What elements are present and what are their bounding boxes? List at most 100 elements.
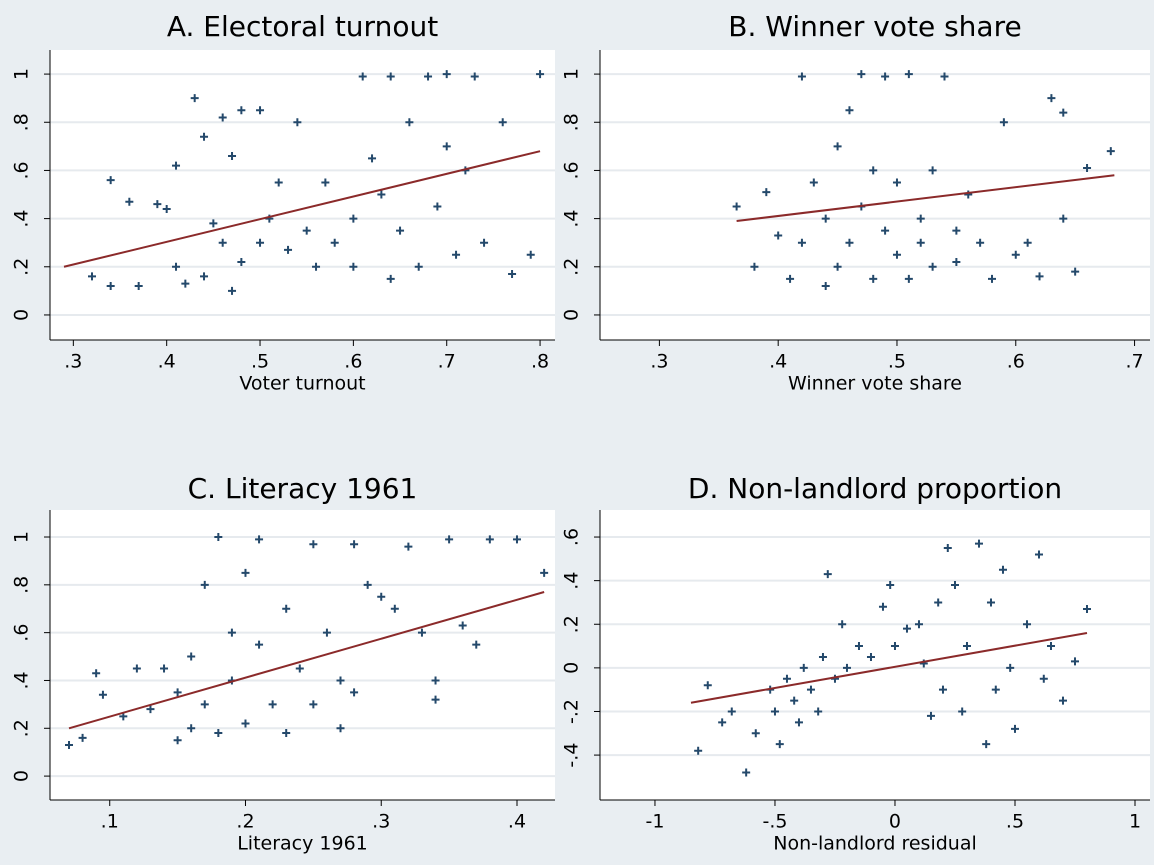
scatter-point [838, 620, 847, 629]
x-tick-label: .5 [888, 351, 906, 373]
x-tick-label: .4 [769, 351, 787, 373]
scatter-point [928, 166, 937, 175]
scatter-point [200, 580, 209, 589]
x-tick-label: -.5 [762, 811, 787, 833]
scatter-point [218, 113, 227, 122]
x-tick-label: -1 [645, 811, 664, 833]
scatter-point [857, 70, 866, 79]
scatter-point [1059, 108, 1068, 117]
y-tick-label: .8 [11, 113, 33, 131]
scatter-point [214, 729, 223, 738]
plot-area [50, 510, 555, 800]
scatter-point [386, 274, 395, 283]
scatter-point [904, 274, 913, 283]
scatter-point [336, 676, 345, 685]
scatter-point [255, 535, 264, 544]
scatter-point [227, 628, 236, 637]
scatter-point [964, 190, 973, 199]
scatter-point [404, 542, 413, 551]
scatter-point [869, 166, 878, 175]
scatter-point [433, 202, 442, 211]
scatter-point [512, 535, 521, 544]
x-tick-label: .7 [1125, 351, 1143, 373]
scatter-point [173, 688, 182, 697]
scatter-point [1011, 250, 1020, 259]
y-tick-label: 1 [11, 531, 33, 543]
x-tick-label: .1 [101, 811, 119, 833]
scatter-point [228, 286, 237, 295]
scatter-point [153, 200, 162, 209]
scatter-point [358, 72, 367, 81]
scatter-point [526, 250, 535, 259]
scatter-point [1071, 267, 1080, 276]
y-tick-label: .4 [11, 210, 33, 228]
scatter-point [718, 718, 727, 727]
scatter-point [431, 695, 440, 704]
y-tick-label: .6 [561, 161, 583, 179]
y-tick-label: .4 [561, 210, 583, 228]
scatter-point [536, 70, 545, 79]
scatter-point [774, 231, 783, 240]
scatter-point [187, 652, 196, 661]
scatter-point [241, 568, 250, 577]
scatter-point [256, 106, 265, 115]
y-tick-label: 1 [11, 68, 33, 80]
scatter-point [940, 72, 949, 81]
scatter-point [445, 535, 454, 544]
scatter-point [902, 624, 911, 633]
scatter-point [1022, 620, 1031, 629]
fit-line [68, 591, 545, 730]
scatter-point [200, 132, 209, 141]
scatter-point [172, 262, 181, 271]
scatter-point [293, 118, 302, 127]
scatter-point [790, 696, 799, 705]
scatter-point [431, 676, 440, 685]
x-tick-label: .5 [1006, 811, 1024, 833]
scatter-point [173, 736, 182, 745]
x-tick-label: .4 [158, 351, 176, 373]
scatter-point [786, 274, 795, 283]
y-tick-label: 0 [561, 662, 583, 674]
scatter-point [833, 262, 842, 271]
scatter-point [282, 604, 291, 613]
x-tick-label: .3 [64, 351, 82, 373]
scatter-point [916, 238, 925, 247]
scatter-point [132, 664, 141, 673]
y-tick-label: .2 [11, 719, 33, 737]
scatter-point [833, 142, 842, 151]
scatter-point [417, 628, 426, 637]
x-tick-label: .7 [438, 351, 456, 373]
scatter-point [312, 262, 321, 271]
plot-area [600, 510, 1150, 800]
scatter-point [472, 640, 481, 649]
scatter-point [762, 188, 771, 197]
scatter-point [974, 539, 983, 548]
y-tick-label: 0 [11, 309, 33, 321]
scatter-point [1034, 550, 1043, 559]
scatter-point [926, 711, 935, 720]
scatter-point [442, 142, 451, 151]
scatter-point [98, 690, 107, 699]
scatter-point [751, 729, 760, 738]
scatter-point [255, 640, 264, 649]
scatter-point [962, 642, 971, 651]
fit-line [690, 631, 1088, 704]
scatter-point [952, 257, 961, 266]
scatter-point [1035, 272, 1044, 281]
scatter-point [916, 214, 925, 223]
x-axis-label: Voter turnout [239, 373, 365, 395]
scatter-point [424, 72, 433, 81]
scatter-point [92, 669, 101, 678]
scatter-point [938, 685, 947, 694]
scatter-point [350, 540, 359, 549]
scatter-point [797, 72, 806, 81]
y-tick-label: .2 [561, 258, 583, 276]
scatter-point [458, 621, 467, 630]
scatter-point [134, 282, 143, 291]
y-tick-label: 0 [11, 770, 33, 782]
scatter-point [998, 565, 1007, 574]
scatter-point [284, 245, 293, 254]
x-tick-label: .6 [344, 351, 362, 373]
y-tick-label: .6 [11, 624, 33, 642]
